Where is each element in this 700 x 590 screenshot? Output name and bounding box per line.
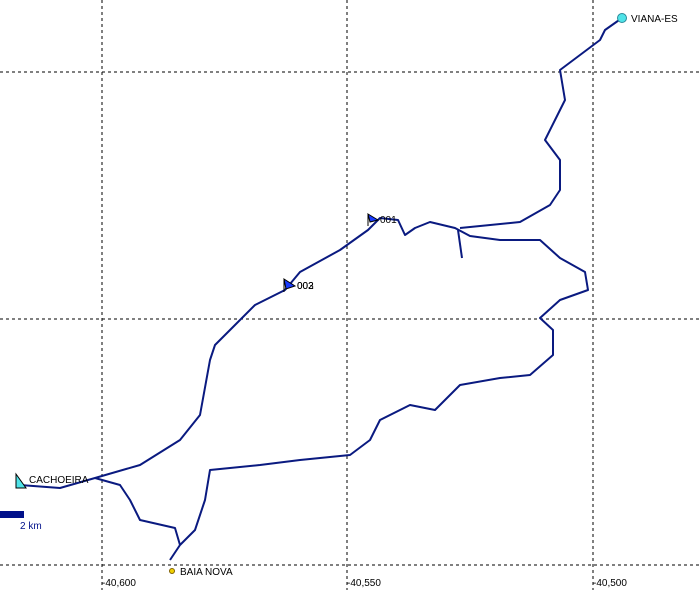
waypoint-label: 003 [297,281,314,292]
waypoint-icon[interactable] [367,212,380,226]
scale-label: 2 km [20,521,42,532]
waypoint-label: BAIA NOVA [180,567,233,578]
waypoint-label: 001 [380,215,397,226]
waypoint-label: CACHOEIRA [29,475,89,486]
waypoint-icon[interactable] [15,472,27,489]
waypoint-label: VIANA-ES [631,14,678,25]
track-line [94,477,181,546]
waypoint-icon[interactable] [617,13,627,23]
scale-bar [0,511,24,518]
waypoint-icon[interactable] [283,277,297,292]
waypoints: VIANA-ES 001 002 003 CACHOEIRA BAIA NOVA [15,13,678,578]
track [19,17,623,561]
grid-label: -40,500 [593,578,627,589]
grid-label: -40,600 [102,578,136,589]
track-line [459,17,623,229]
track-line [457,229,463,259]
waypoint-label: 002 [297,281,314,292]
track-line [19,217,589,561]
grid-labels: -40,600 -40,550 -40,500 [102,578,627,589]
grid-label: -40,550 [347,578,381,589]
waypoint-icon[interactable] [169,568,175,574]
